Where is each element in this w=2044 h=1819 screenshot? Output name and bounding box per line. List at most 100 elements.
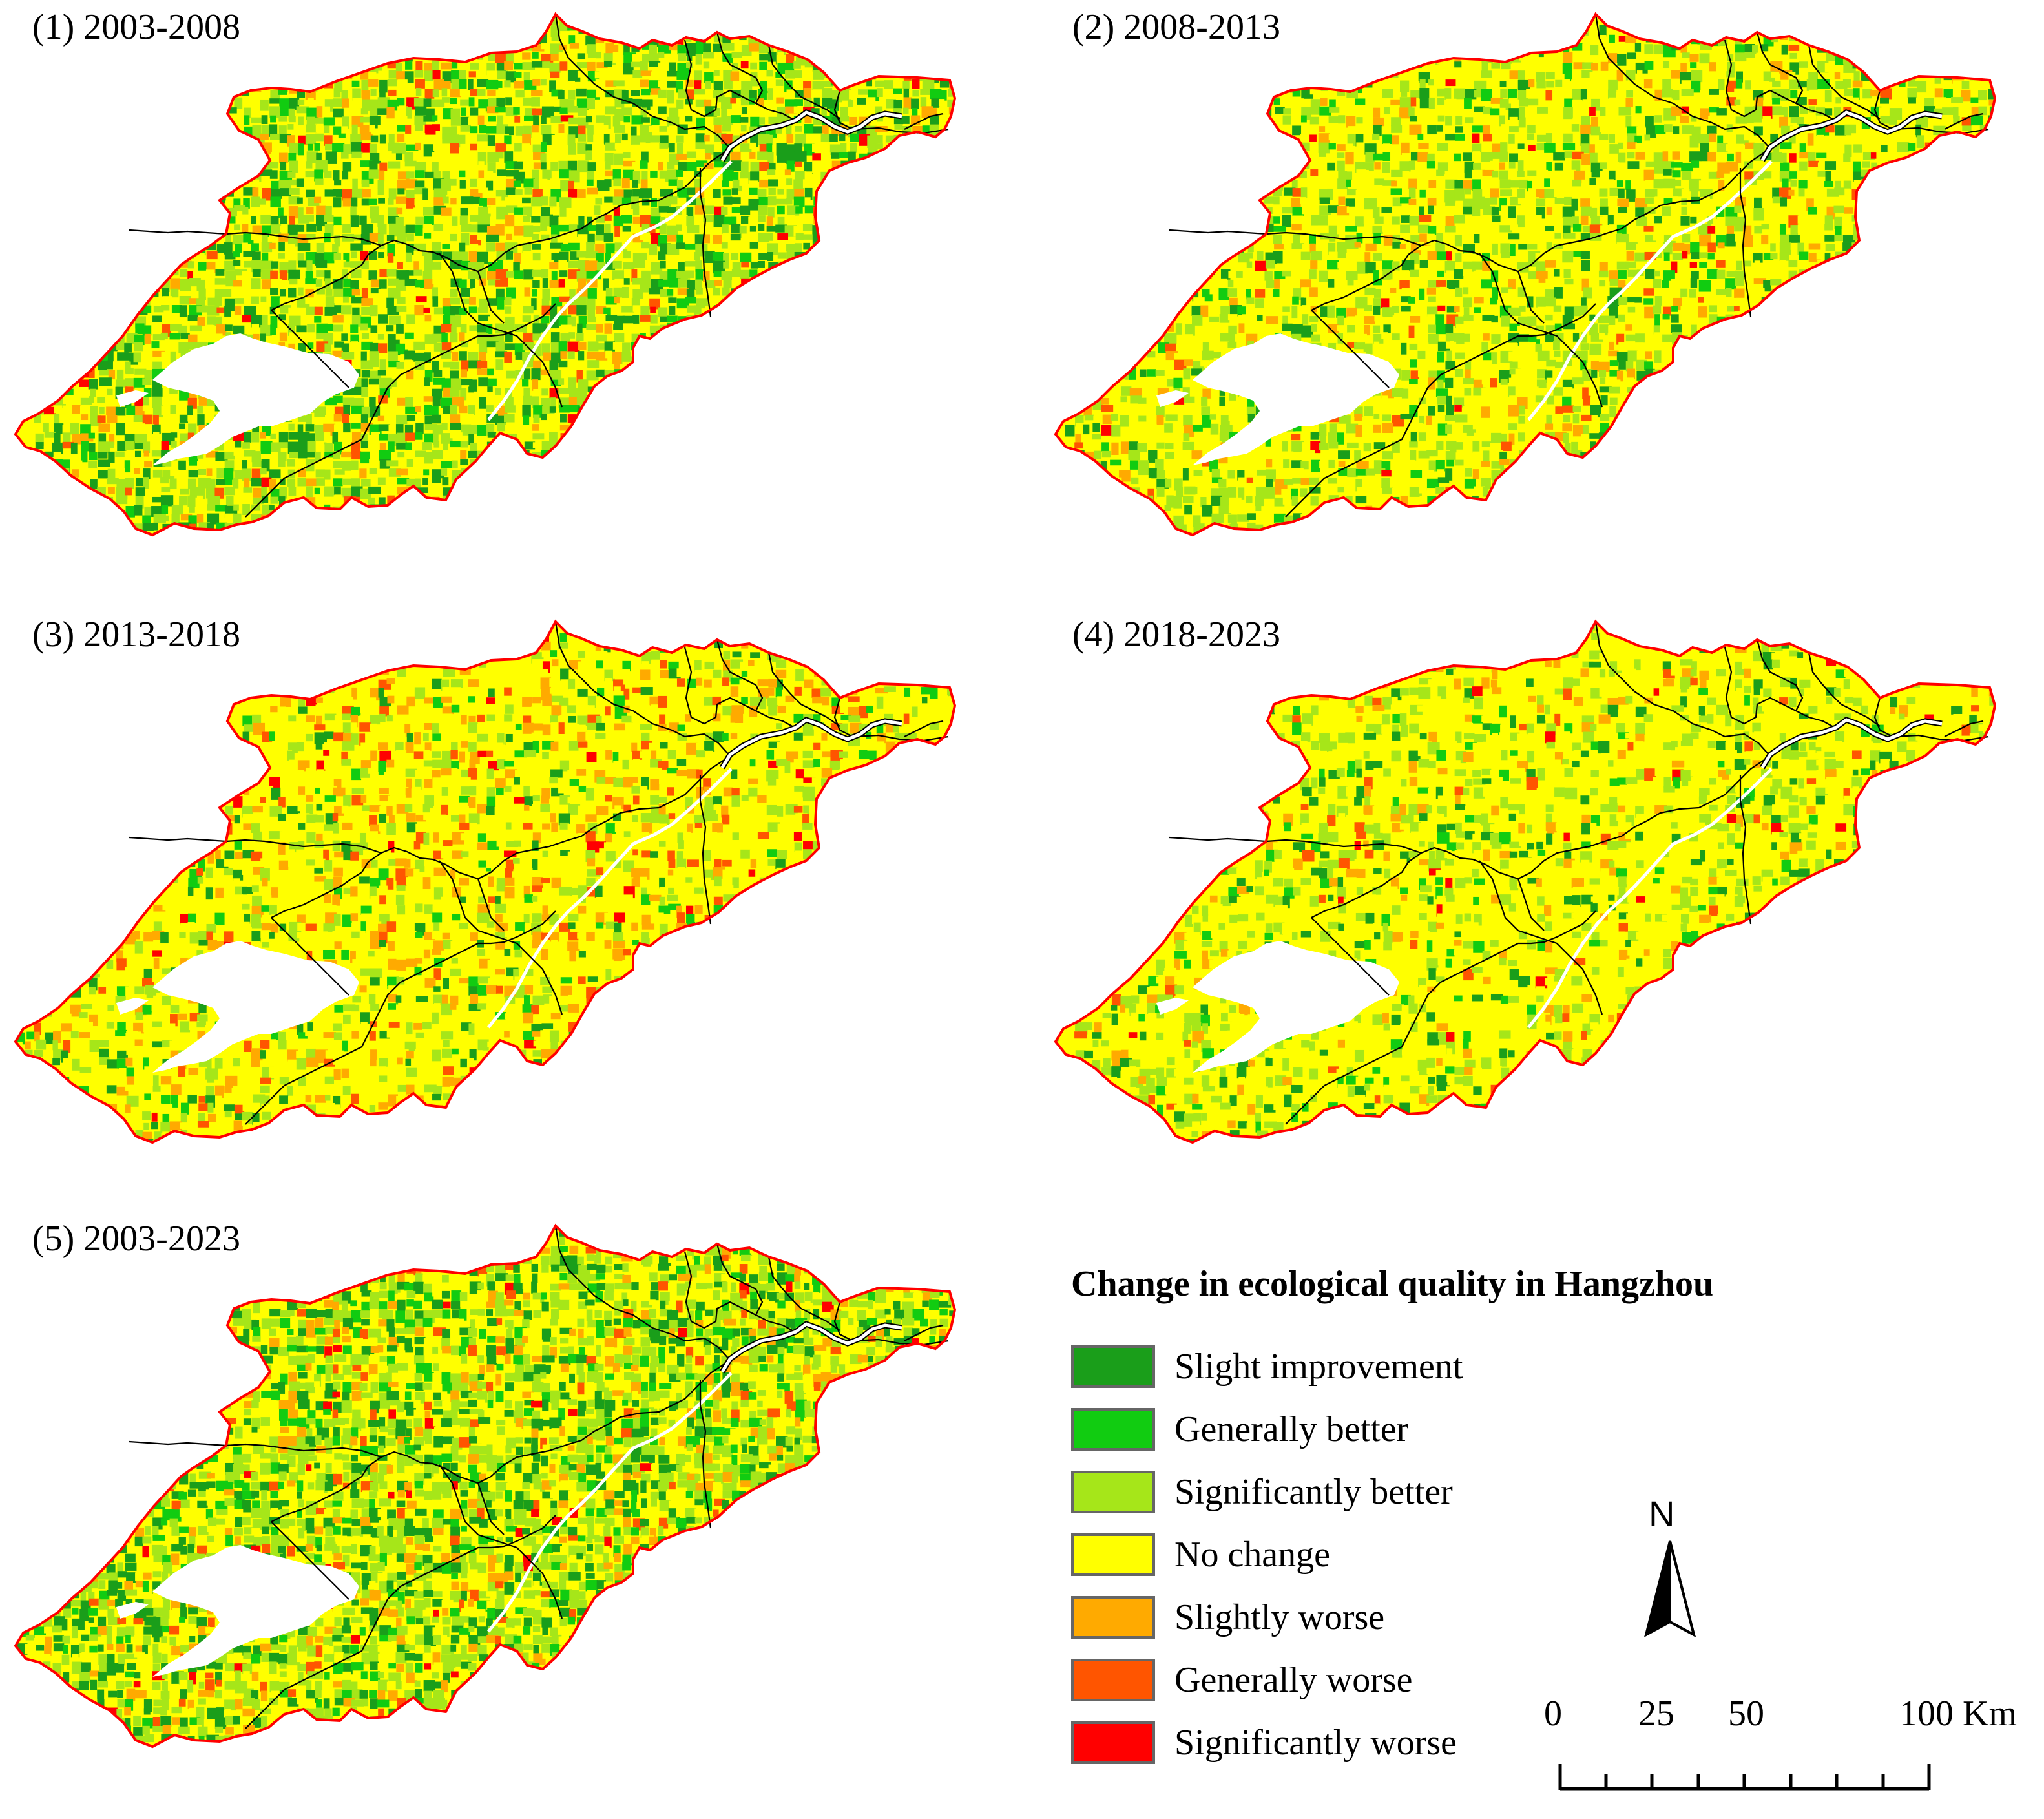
legend-item-slightly-worse: Slightly worse bbox=[1071, 1595, 1653, 1640]
fuchun-river bbox=[487, 160, 733, 421]
qiandao-lake bbox=[116, 1545, 359, 1677]
district-boundary bbox=[245, 303, 556, 518]
district-boundary bbox=[683, 647, 795, 728]
legend-swatch bbox=[1071, 1721, 1155, 1764]
district-boundary bbox=[1311, 917, 1390, 996]
qiantang-river bbox=[720, 110, 902, 162]
map-panel-2003-2008: (1) 2003-2008 bbox=[0, 0, 1034, 607]
panel-title: (2) 2008-2013 bbox=[1072, 6, 1280, 48]
fuchun-river bbox=[487, 1372, 733, 1633]
district-boundary bbox=[129, 229, 227, 235]
fuchun-river bbox=[1527, 160, 1773, 421]
district-boundary bbox=[699, 1380, 712, 1529]
district-boundary bbox=[1594, 14, 1771, 149]
legend-label: Significantly better bbox=[1174, 1469, 1453, 1515]
map-hangzhou bbox=[14, 619, 957, 1144]
district-boundary bbox=[716, 1243, 764, 1316]
district-boundary bbox=[271, 1360, 731, 1522]
map-hangzhou bbox=[1054, 619, 1997, 1144]
legend-label: Generally better bbox=[1174, 1407, 1408, 1452]
district-boundary bbox=[767, 652, 840, 727]
fuchun-river bbox=[487, 768, 733, 1029]
panel-title: (3) 2013-2018 bbox=[32, 614, 240, 655]
panel-title: (4) 2018-2023 bbox=[1072, 614, 1280, 655]
district-boundary bbox=[1739, 168, 1752, 317]
district-boundary bbox=[1724, 39, 1835, 121]
district-boundary bbox=[767, 45, 840, 120]
fuchun-river bbox=[1527, 768, 1773, 1029]
district-boundary bbox=[1808, 652, 1881, 727]
qiantang-river bbox=[720, 718, 902, 769]
district-boundary bbox=[904, 112, 944, 130]
qiandao-lake bbox=[116, 333, 359, 465]
district-boundary bbox=[1594, 621, 1771, 757]
qiandao-lake bbox=[116, 941, 359, 1073]
district-boundary bbox=[1285, 303, 1596, 518]
district-boundary bbox=[554, 621, 731, 757]
panel-title: (1) 2003-2008 bbox=[32, 6, 240, 48]
district-boundary bbox=[1756, 639, 1804, 711]
district-boundary bbox=[716, 32, 764, 104]
legend-swatch bbox=[1071, 1659, 1155, 1701]
legend-swatch bbox=[1071, 1596, 1155, 1639]
district-boundary bbox=[1169, 229, 1267, 235]
district-boundary bbox=[1517, 271, 1545, 324]
district-boundary bbox=[1756, 32, 1804, 104]
district-boundary bbox=[554, 14, 731, 149]
district-boundary bbox=[271, 310, 349, 388]
district-boundary bbox=[271, 148, 731, 311]
scale-bar-graphic bbox=[1558, 1764, 1931, 1791]
city-boundary bbox=[14, 1223, 957, 1749]
north-arrow: N bbox=[1634, 1493, 1705, 1641]
change-raster bbox=[1056, 622, 1995, 1142]
legend-label: Slight improvement bbox=[1174, 1344, 1463, 1389]
district-boundary bbox=[225, 1443, 382, 1458]
city-boundary bbox=[1054, 12, 1997, 537]
legend-title: Change in ecological quality in Hangzhou bbox=[1071, 1263, 1713, 1305]
district-boundary bbox=[1311, 148, 1771, 311]
district-boundary bbox=[1266, 231, 1422, 247]
north-label: N bbox=[1649, 1493, 1674, 1535]
district-boundary bbox=[683, 39, 795, 121]
district-boundary bbox=[1285, 910, 1596, 1125]
map-panel-2008-2013: (2) 2008-2013 bbox=[1040, 0, 2044, 607]
district-boundary bbox=[1169, 836, 1267, 843]
city-boundary bbox=[14, 12, 957, 537]
legend-swatch bbox=[1071, 1471, 1155, 1513]
district-boundary bbox=[767, 1256, 840, 1331]
district-boundary bbox=[245, 910, 556, 1125]
map-panel-2018-2023: (4) 2018-2023 bbox=[1040, 607, 2044, 1215]
legend: Change in ecological quality in Hangzhou… bbox=[1066, 1263, 1841, 1780]
district-boundary bbox=[1517, 878, 1545, 931]
district-boundary bbox=[1311, 310, 1390, 388]
district-boundary bbox=[225, 839, 382, 854]
map-hangzhou bbox=[14, 12, 957, 537]
scale-label-50: 50 bbox=[1728, 1693, 1764, 1734]
scale-bar: 0 25 50 100 Km bbox=[1544, 1693, 2022, 1796]
legend-label: Significantly worse bbox=[1174, 1720, 1457, 1765]
district-boundary bbox=[699, 168, 712, 317]
legend-item-generally-better: Generally better bbox=[1071, 1407, 1653, 1452]
district-boundary bbox=[716, 639, 764, 711]
map-panel-2003-2023: (5) 2003-2023 bbox=[0, 1212, 1034, 1819]
change-raster bbox=[16, 1226, 955, 1747]
district-boundary bbox=[699, 775, 712, 925]
district-boundary bbox=[1724, 647, 1835, 728]
district-boundary bbox=[1311, 755, 1771, 918]
qiantang-river bbox=[720, 1322, 902, 1373]
qiandao-lake bbox=[1156, 941, 1399, 1073]
legend-item-significantly-worse: Significantly worse bbox=[1071, 1720, 1653, 1765]
district-boundary bbox=[1739, 775, 1752, 925]
legend-item-slight-improvement: Slight improvement bbox=[1071, 1344, 1653, 1389]
legend-label: Slightly worse bbox=[1174, 1595, 1384, 1640]
district-boundary bbox=[129, 836, 227, 843]
district-boundary bbox=[245, 1515, 556, 1729]
district-boundary bbox=[225, 231, 382, 247]
map-hangzhou bbox=[14, 1223, 957, 1749]
change-raster bbox=[16, 622, 955, 1142]
scale-label-25: 25 bbox=[1638, 1693, 1674, 1734]
legend-label: No change bbox=[1174, 1532, 1330, 1577]
district-boundary bbox=[904, 1324, 944, 1341]
change-raster bbox=[16, 14, 955, 535]
scale-label-100km: 100 Km bbox=[1899, 1693, 2017, 1734]
